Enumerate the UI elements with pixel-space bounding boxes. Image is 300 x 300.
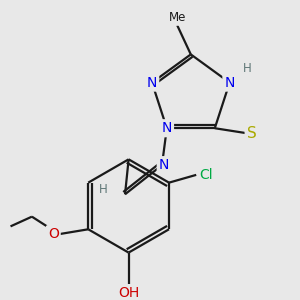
- Text: N: N: [224, 76, 235, 90]
- Text: N: N: [147, 76, 157, 90]
- Text: N: N: [162, 121, 172, 135]
- Text: O: O: [48, 227, 59, 241]
- Text: Cl: Cl: [199, 168, 213, 182]
- Text: N: N: [159, 158, 169, 172]
- Text: S: S: [247, 126, 256, 141]
- Text: Me: Me: [169, 11, 186, 24]
- Text: H: H: [99, 183, 108, 196]
- Text: OH: OH: [118, 286, 139, 300]
- Text: H: H: [243, 62, 251, 76]
